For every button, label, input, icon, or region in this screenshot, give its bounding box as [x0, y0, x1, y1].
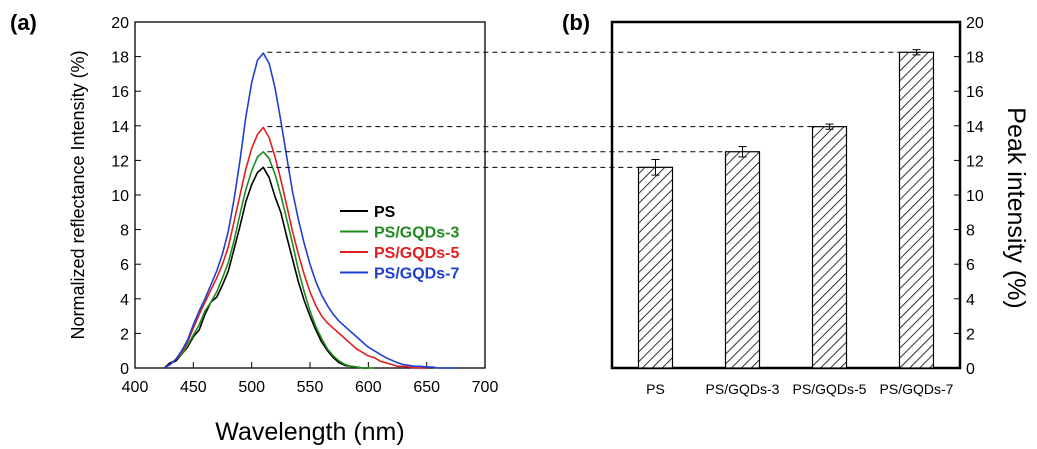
y-tick-label: 10 [111, 188, 129, 205]
panel-a-line-chart: (a) 400 450 500 550 600 650 700 0 2 4 6 8 10 12 14 16 18… [10, 10, 498, 446]
category-label-2: PS/GQDs-5 [793, 381, 867, 397]
dashed-connector-group [267, 51, 900, 168]
y-tick-label: 16 [111, 84, 129, 101]
y-tick-label: 4 [966, 292, 975, 309]
bar-3 [898, 51, 935, 369]
y-tick-label: 10 [966, 188, 984, 205]
y-tick-label: 8 [120, 223, 129, 240]
series-line-3 [163, 52, 456, 369]
panel-a-label: (a) [10, 10, 37, 35]
x-tick-label: 550 [297, 379, 324, 396]
y-tick-label: 2 [966, 326, 975, 343]
category-label-1: PS/GQDs-3 [706, 381, 780, 397]
panel-a-x-axis-title: Wavelength (nm) [215, 418, 404, 446]
y-tick-label: 14 [111, 119, 129, 136]
y-tick-label: 18 [111, 50, 129, 67]
x-tick-label: 500 [238, 379, 265, 396]
series-line-1 [163, 151, 375, 369]
series-line-2 [163, 126, 427, 369]
y-tick-label: 6 [120, 257, 129, 274]
y-tick-label: 20 [966, 15, 984, 32]
legend-label-3: PS/GQDs-7 [374, 266, 459, 283]
y-tick-label: 6 [966, 257, 975, 274]
category-label-0: PS [646, 381, 665, 397]
x-tick-label: 450 [180, 379, 207, 396]
y-tick-label: 14 [966, 119, 984, 136]
bar-1 [724, 151, 761, 369]
x-tick-label: 600 [355, 379, 382, 396]
y-tick-label: 0 [966, 361, 975, 378]
panel-b-ticks: 0 2 4 6 8 10 12 14 16 18 20 [954, 15, 984, 378]
panel-b-label: (b) [562, 10, 590, 35]
panel-b-bars-group: PS PS/GQDs-3 PS/GQDs-5 PS/GQDs-7 [637, 49, 954, 397]
panel-a-y-axis-title: Normalized reflectance Intensity (%) [68, 50, 88, 339]
legend-label-0: PS [374, 204, 396, 221]
legend-label-1: PS/GQDs-3 [374, 225, 459, 242]
panel-a-series-group [163, 52, 456, 369]
panel-a-ticks: 400 450 500 550 600 650 700 0 2 4 6 8 10 12 14 16 18 20 [111, 15, 498, 396]
series-line-0 [163, 166, 369, 369]
y-tick-label: 12 [966, 153, 984, 170]
y-tick-label: 0 [120, 361, 129, 378]
y-tick-label: 8 [966, 223, 975, 240]
x-tick-label: 650 [413, 379, 440, 396]
category-label-3: PS/GQDs-7 [880, 381, 954, 397]
y-tick-label: 12 [111, 153, 129, 170]
x-tick-label: 700 [472, 379, 499, 396]
legend-label-2: PS/GQDs-5 [374, 245, 459, 262]
panel-b-bar-chart: (b) 0 2 4 6 8 10 12 14 16 18 20 PS PS/GQDs-3 PS/GQDs… [562, 10, 1030, 397]
panel-a-legend: PS PS/GQDs-3 PS/GQDs-5 PS/GQDs-7 [340, 204, 459, 283]
x-tick-label: 400 [122, 379, 149, 396]
y-tick-label: 18 [966, 50, 984, 67]
panel-b-y-axis-title: Peak intensity (%) [1002, 107, 1030, 308]
y-tick-label: 4 [120, 292, 129, 309]
y-tick-label: 20 [111, 15, 129, 32]
y-tick-label: 2 [120, 326, 129, 343]
y-tick-label: 16 [966, 84, 984, 101]
bar-0 [637, 166, 674, 369]
bar-2 [811, 126, 848, 369]
